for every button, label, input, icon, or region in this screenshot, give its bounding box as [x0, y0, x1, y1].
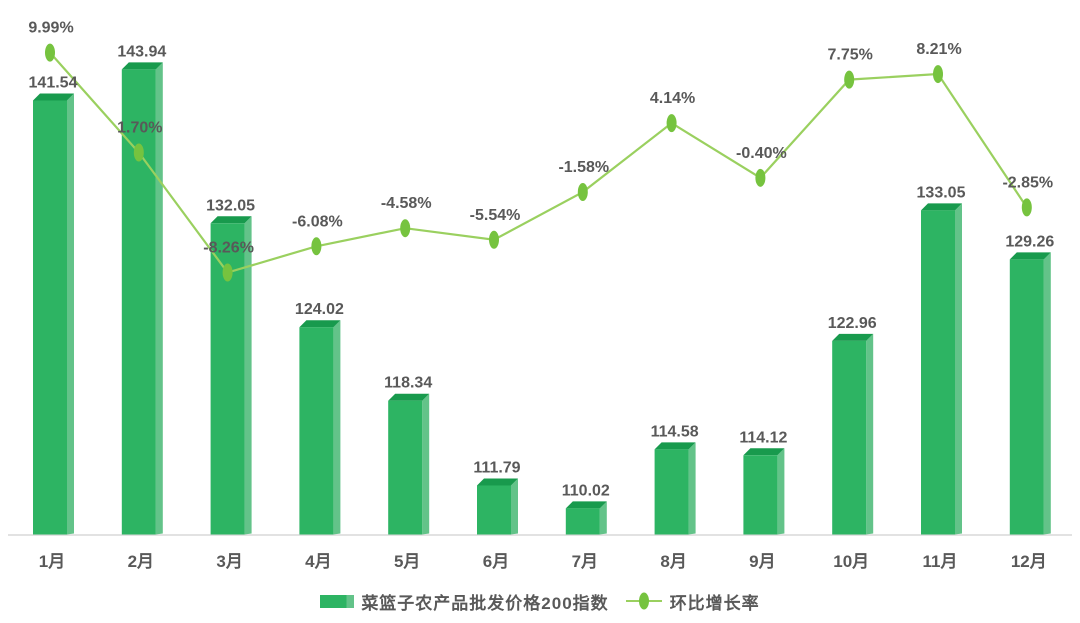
bar-series-legend-label: 菜篮子农产品批发价格200指数: [361, 593, 609, 613]
line-marker-3月: [222, 263, 233, 282]
bar-side-face: [599, 501, 607, 535]
bar-value-label: 111.79: [473, 459, 520, 476]
growth-value-label: 9.99%: [28, 20, 73, 37]
bar-value-label: 124.02: [295, 301, 344, 318]
bar-top-face: [832, 333, 874, 341]
bar-top-face: [654, 442, 696, 450]
line-marker-11月: [933, 65, 943, 84]
growth-value-label: -4.58%: [381, 195, 432, 212]
x-axis-label-5月: 5月: [394, 552, 420, 571]
growth-value-label: 7.75%: [828, 47, 873, 64]
bar-side-face: [511, 478, 518, 535]
bar-value-label: 114.58: [651, 423, 699, 440]
bar-12月: [1009, 259, 1044, 535]
bar-series-swatch-icon: [320, 594, 355, 608]
bar-1月: [33, 100, 67, 535]
bar-value-label: 143.94: [117, 43, 166, 60]
bar-9月: [743, 455, 778, 535]
growth-value-label: -0.40%: [736, 145, 787, 162]
chart-legend: 菜篮子农产品批发价格200指数 环比增长率: [0, 586, 1080, 616]
growth-value-label: -6.08%: [292, 213, 343, 230]
bar-top-face: [1009, 252, 1051, 260]
line-marker-9月: [755, 168, 766, 187]
growth-value-label: -1.58%: [558, 159, 609, 176]
bar-side-face: [244, 216, 252, 535]
bar-8月: [654, 449, 689, 535]
bar-value-label: 132.05: [206, 197, 255, 214]
bar-top-face: [210, 216, 252, 224]
bar-value-label: 110.02: [562, 482, 610, 499]
growth-line: [49, 51, 1028, 274]
bar-side-face: [955, 203, 962, 535]
bar-10月: [832, 340, 867, 535]
bar-top-face: [921, 203, 962, 211]
x-axis-label-6月: 6月: [483, 552, 509, 571]
x-axis-label-12月: 12月: [1011, 552, 1047, 571]
growth-value-label: -2.85%: [1002, 174, 1053, 191]
line-series-marker-icon: [625, 592, 662, 610]
bar-top-face: [121, 62, 163, 70]
line-marker-5月: [400, 219, 411, 238]
x-axis-label-9月: 9月: [749, 552, 775, 571]
bar-value-label: 118.34: [384, 375, 432, 392]
line-marker-8月: [666, 114, 677, 133]
x-axis-label-1月: 1月: [39, 552, 65, 571]
bar-top-face: [388, 393, 430, 401]
legend-item-bar-series: 菜篮子农产品批发价格200指数: [320, 589, 608, 614]
line-marker-7月: [577, 183, 588, 202]
line-marker-12月: [1021, 198, 1032, 217]
bar-side-face: [777, 448, 785, 535]
bar-top-face: [299, 320, 341, 328]
line-marker-10月: [844, 70, 855, 89]
bar-value-label: 114.12: [739, 429, 787, 446]
growth-value-label: -8.26%: [203, 240, 254, 257]
bar-7月: [565, 508, 600, 535]
bar-side-face: [333, 320, 341, 535]
bar-value-label: 141.54: [29, 74, 78, 91]
bar-value-label: 133.05: [917, 184, 966, 201]
x-axis-label-10月: 10月: [833, 552, 869, 571]
bar-top-face: [743, 448, 785, 456]
legend-item-line-series: 环比增长率: [625, 589, 760, 614]
bar-side-face: [866, 333, 874, 535]
bar-top-face: [477, 478, 518, 486]
line-marker-2月: [133, 143, 144, 162]
bar-top-face: [565, 501, 607, 509]
growth-value-label: -5.54%: [470, 207, 521, 224]
bar-top-face: [33, 93, 74, 101]
bar-side-face: [67, 93, 74, 535]
bar-side-face: [1043, 252, 1051, 535]
x-axis-label-4月: 4月: [305, 552, 331, 571]
bar-11月: [921, 210, 955, 535]
growth-value-label: 8.21%: [916, 41, 961, 58]
bar-value-label: 122.96: [828, 315, 877, 332]
bar-side-face: [422, 393, 430, 535]
line-marker-1月: [45, 43, 55, 62]
bar-5月: [388, 400, 423, 535]
x-axis-label-11月: 11月: [923, 552, 958, 571]
bar-value-label: 129.26: [1005, 233, 1054, 250]
bar-side-face: [155, 62, 163, 535]
bar-side-face: [688, 442, 696, 535]
growth-value-label: 4.14%: [650, 90, 695, 107]
line-marker-4月: [311, 237, 322, 256]
bar-6月: [477, 485, 511, 535]
growth-value-label: 1.70%: [117, 120, 162, 137]
line-series-legend-label: 环比增长率: [669, 593, 760, 613]
x-axis-label-3月: 3月: [216, 552, 242, 571]
x-axis-label-2月: 2月: [128, 552, 154, 571]
line-marker-6月: [489, 230, 499, 249]
x-axis-label-8月: 8月: [660, 552, 686, 571]
x-axis-label-7月: 7月: [572, 552, 598, 571]
bar-4月: [299, 327, 334, 535]
